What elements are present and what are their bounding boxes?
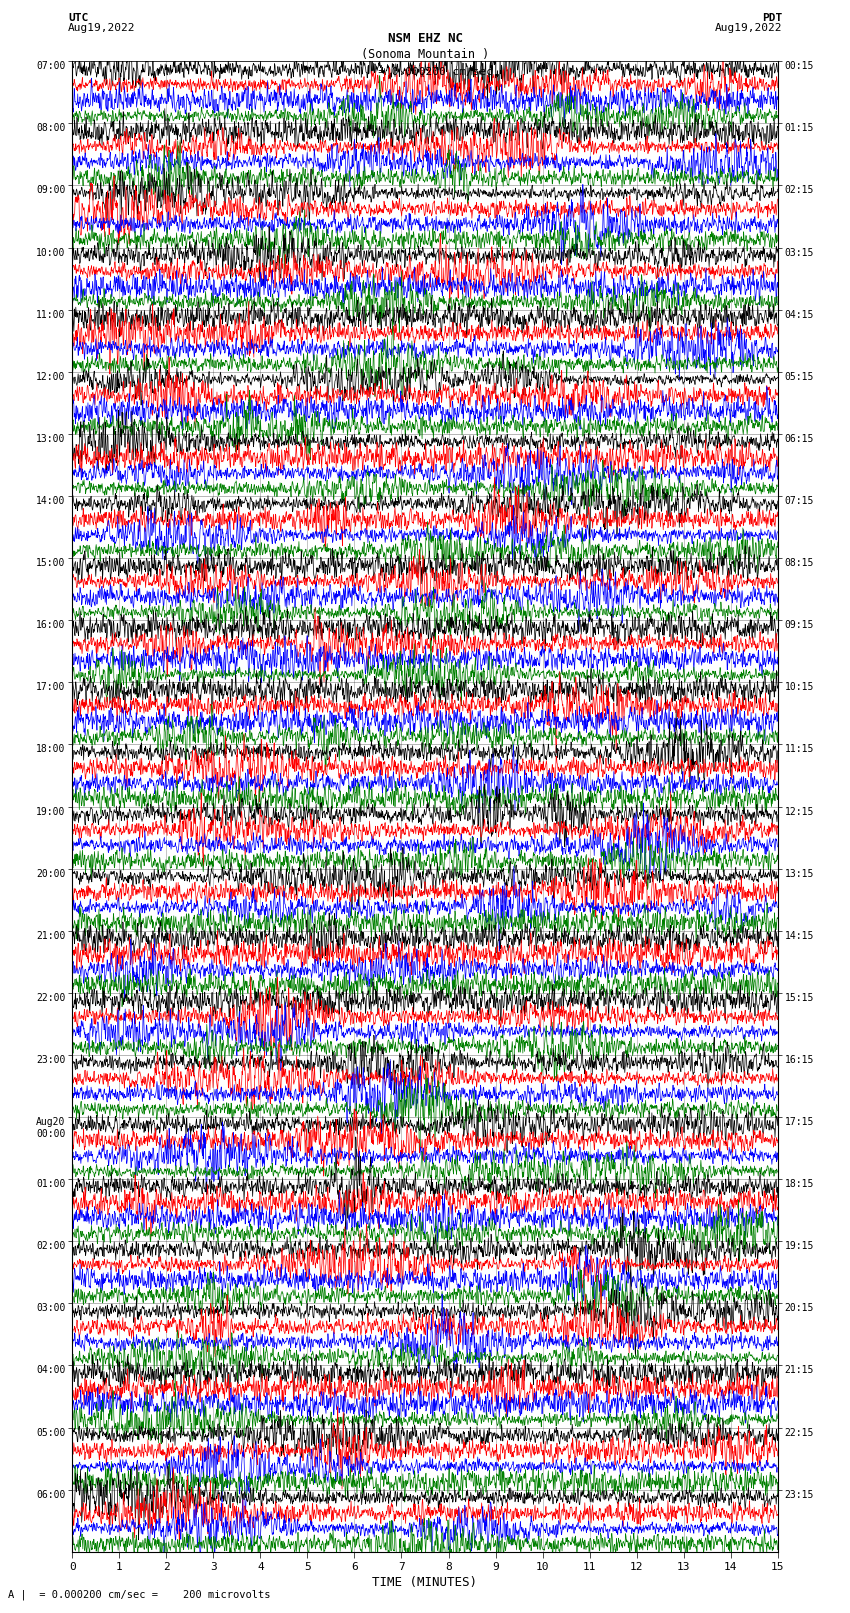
Text: |  = 0.000200 cm/sec: | = 0.000200 cm/sec bbox=[358, 66, 492, 77]
Text: A |  = 0.000200 cm/sec =    200 microvolts: A | = 0.000200 cm/sec = 200 microvolts bbox=[8, 1589, 271, 1600]
Text: NSM EHZ NC: NSM EHZ NC bbox=[388, 32, 462, 45]
Text: Aug19,2022: Aug19,2022 bbox=[68, 23, 135, 32]
Text: PDT: PDT bbox=[762, 13, 782, 23]
X-axis label: TIME (MINUTES): TIME (MINUTES) bbox=[372, 1576, 478, 1589]
Text: Aug19,2022: Aug19,2022 bbox=[715, 23, 782, 32]
Text: UTC: UTC bbox=[68, 13, 88, 23]
Text: (Sonoma Mountain ): (Sonoma Mountain ) bbox=[361, 48, 489, 61]
